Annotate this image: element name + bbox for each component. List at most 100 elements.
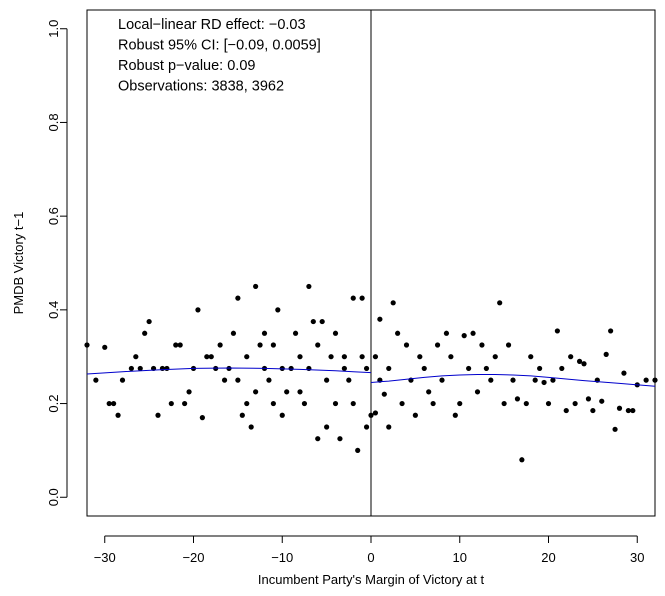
scatter-point: [528, 354, 534, 360]
y-axis-title: PMDB Victory t−1: [11, 212, 26, 315]
scatter-point: [297, 354, 303, 360]
fit-line-right: [370, 374, 656, 387]
scatter-point: [386, 365, 392, 372]
scatter-point: [386, 424, 392, 430]
scatter-point: [461, 333, 467, 339]
scatter-point: [301, 400, 308, 407]
scatter-point: [368, 412, 374, 418]
scatter-point: [84, 342, 90, 348]
scatter-point: [230, 330, 237, 336]
scatter-point: [426, 389, 432, 395]
scatter-point: [479, 342, 485, 348]
scatter-point: [359, 295, 365, 301]
scatter-point: [532, 377, 538, 383]
scatter-point: [643, 377, 649, 383]
scatter-point: [559, 365, 565, 372]
scatter-point: [270, 400, 276, 407]
scatter-point: [439, 377, 445, 383]
scatter-point: [514, 396, 521, 402]
scatter-point: [363, 424, 370, 430]
x-tick-label: 10: [453, 550, 467, 565]
x-axis-title: Incumbent Party's Margin of Victory at t: [258, 572, 485, 587]
scatter-point: [306, 283, 312, 290]
scatter-point: [261, 330, 268, 336]
annotation-line: Local−linear RD effect: −0.03: [118, 17, 306, 33]
y-axis: 0.0 0.2 0.4 0.6 0.8 1.0: [46, 20, 68, 506]
scatter-point: [182, 400, 188, 407]
scatter-point: [177, 342, 183, 348]
x-axis: −30 −20 −10 0 10 20 30: [94, 535, 644, 565]
y-tick-label: 0.4: [46, 301, 61, 319]
x-tick-label: −20: [182, 550, 204, 565]
x-tick-label: −10: [271, 550, 293, 565]
scatter-point: [603, 351, 609, 357]
scatter-point: [253, 389, 259, 395]
x-tick-label: 0: [367, 550, 374, 565]
x-tick-label: 30: [630, 550, 644, 565]
scatter-point: [253, 283, 259, 290]
scatter-point: [443, 330, 450, 336]
scatter-point: [434, 342, 441, 348]
scatter-point: [545, 400, 552, 407]
scatter-point: [488, 377, 494, 383]
scatter-point: [137, 365, 143, 372]
scatter-point: [563, 407, 569, 414]
scatter-point: [221, 377, 228, 383]
scatter-point: [146, 318, 152, 325]
x-tick-label: −30: [94, 550, 116, 565]
scatter-point: [466, 365, 472, 372]
scatter-point: [417, 354, 423, 360]
scatter-point: [372, 410, 379, 416]
scatter-point: [355, 447, 361, 454]
scatter-point: [505, 342, 512, 348]
scatter-point: [341, 354, 347, 360]
scatter-point: [106, 400, 112, 407]
scatter-point: [159, 365, 166, 372]
scatter-point: [244, 354, 250, 360]
fit-line-left: [86, 367, 372, 375]
scatter-point: [572, 400, 578, 407]
scatter-point: [337, 436, 343, 442]
annotation-line: Robust 95% CI: [−0.09, 0.0059]: [118, 38, 321, 54]
scatter-point: [448, 354, 454, 360]
scatter-point: [483, 365, 489, 372]
scatter-point: [403, 342, 410, 348]
scatter-point: [204, 354, 210, 360]
scatter-point: [142, 330, 148, 336]
scatter-point: [581, 361, 587, 367]
scatter-point: [315, 436, 321, 442]
scatter-point: [452, 412, 458, 418]
scatter-point: [359, 354, 365, 360]
scatter-point: [608, 328, 614, 334]
scatter-point: [168, 400, 174, 407]
scatter-point: [510, 377, 516, 383]
scatter-point: [324, 424, 330, 430]
scatter-point: [275, 307, 281, 313]
scatter-point: [111, 400, 117, 407]
scatter-point: [115, 412, 121, 418]
scatter-point: [235, 295, 241, 301]
scatter-point: [474, 389, 481, 395]
y-tick-label: 0.0: [46, 488, 61, 506]
scatter-point: [279, 412, 285, 418]
scatter-point: [554, 328, 560, 334]
scatter-point: [292, 330, 299, 336]
scatter-point: [621, 370, 627, 376]
scatter-point: [155, 412, 161, 418]
scatter-point: [625, 407, 631, 414]
scatter-point: [346, 377, 352, 383]
scatter-point: [257, 342, 263, 348]
scatter-point: [550, 377, 556, 383]
scatter-point: [390, 300, 396, 306]
scatter-points: [84, 283, 658, 463]
annotation-line: Robust p−value: 0.09: [118, 58, 255, 74]
scatter-point: [350, 295, 356, 301]
scatter-point: [310, 318, 316, 325]
scatter-point: [195, 307, 201, 313]
scatter-point: [297, 389, 303, 395]
scatter-point: [248, 424, 254, 430]
scatter-point: [217, 342, 223, 348]
scatter-point: [492, 354, 498, 360]
scatter-point: [585, 396, 592, 402]
scatter-point: [399, 400, 405, 407]
